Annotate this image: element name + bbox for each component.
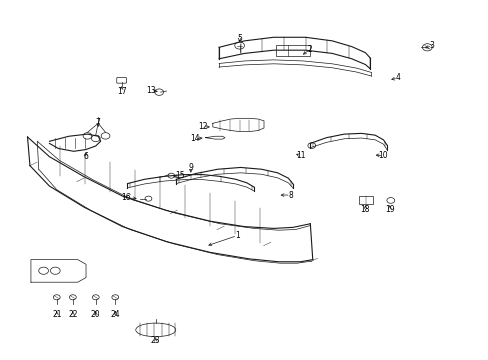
Text: 11: 11 [295,151,305,160]
Text: 6: 6 [83,152,88,161]
Text: 9: 9 [188,163,193,172]
Text: 14: 14 [189,134,199,143]
Text: 1: 1 [234,231,239,240]
Text: 24: 24 [110,310,120,319]
Text: 18: 18 [360,205,369,214]
Text: 22: 22 [68,310,78,319]
Text: 5: 5 [237,34,242,43]
Bar [276,45,310,55]
Text: 10: 10 [378,151,387,160]
Text: 13: 13 [146,86,155,95]
Text: 7: 7 [96,118,101,127]
Text: 3: 3 [429,41,434,50]
Text: 20: 20 [91,310,101,319]
Text: 12: 12 [198,122,207,131]
Bar [358,197,372,204]
Text: 16: 16 [122,193,131,202]
Text: 17: 17 [117,86,126,95]
Text: 21: 21 [52,310,61,319]
Text: 8: 8 [288,190,293,199]
Text: 19: 19 [384,205,394,214]
Text: 2: 2 [307,45,312,54]
Text: 15: 15 [175,171,184,180]
Text: 4: 4 [395,73,400,82]
Text: 23: 23 [151,336,160,345]
